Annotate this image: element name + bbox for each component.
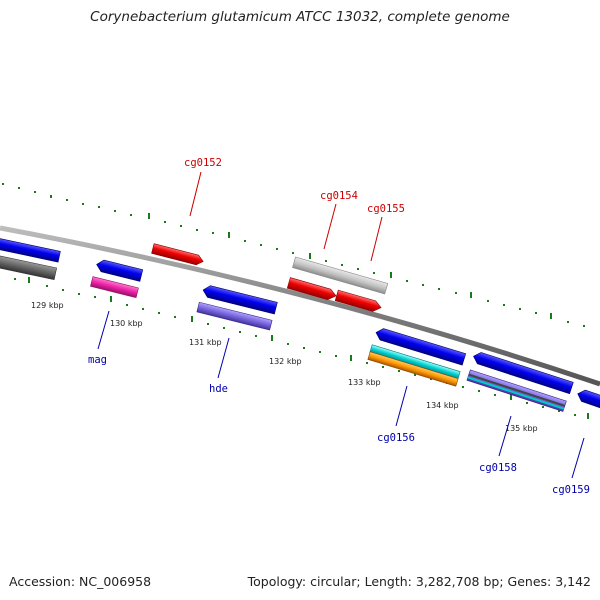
gene-arrow-grey[interactable]: [292, 256, 389, 295]
gene-arrow-cg0155[interactable]: [334, 289, 382, 313]
accession-text: Accession: NC_006958: [9, 574, 152, 589]
kbp-label-129: 129 kbp: [31, 301, 64, 310]
gene-arrow-mag[interactable]: [95, 259, 144, 282]
kbp-label-130: 130 kbp: [110, 319, 143, 328]
inner-tick-ring: [14, 277, 589, 419]
kbp-label-135: 135 kbp: [505, 424, 538, 433]
gene-arrow-left-dark[interactable]: [0, 254, 57, 281]
kbp-label-134: 134 kbp: [426, 401, 459, 410]
gene-arrow-cg0159[interactable]: [576, 388, 600, 411]
gene-label-cg0154[interactable]: cg0154: [320, 190, 358, 202]
gene-arrow-cg0158[interactable]: [472, 351, 574, 395]
kbp-label-132: 132 kbp: [269, 357, 302, 366]
gene-arrow-hde[interactable]: [202, 284, 278, 315]
kbp-label-131: 131 kbp: [189, 338, 222, 347]
gene-label-cg0155[interactable]: cg0155: [367, 203, 405, 215]
gene-arrow-cg0154[interactable]: [286, 277, 337, 302]
outer-tick-ring: [2, 183, 585, 327]
gene-arrow-cg0156[interactable]: [374, 327, 467, 366]
gene-label-cg0158[interactable]: cg0158: [479, 462, 517, 474]
gene-label-mag[interactable]: mag: [88, 354, 107, 366]
map-title: Corynebacterium glutamicum ATCC 13032, c…: [90, 9, 510, 25]
gene-label-cg0159[interactable]: cg0159: [552, 484, 590, 496]
genome-backbone: [0, 225, 600, 387]
gene-label-hde[interactable]: hde: [209, 383, 228, 395]
kbp-label-133: 133 kbp: [348, 378, 381, 387]
gene-label-cg0152[interactable]: cg0152: [184, 157, 222, 169]
topology-text: Topology: circular; Length: 3,282,708 bp…: [247, 574, 591, 589]
gene-arrow-striped[interactable]: [466, 369, 567, 412]
gene-arrow-pink[interactable]: [90, 276, 139, 299]
gene-arrow-purple[interactable]: [196, 301, 273, 331]
gene-arrow-orange[interactable]: [367, 351, 459, 387]
gene-label-cg0156[interactable]: cg0156: [377, 432, 415, 444]
gene-arrow-cg0152[interactable]: [151, 243, 205, 267]
gene-arrow-left-blue[interactable]: [0, 237, 61, 263]
label-leaders: [97, 171, 585, 479]
